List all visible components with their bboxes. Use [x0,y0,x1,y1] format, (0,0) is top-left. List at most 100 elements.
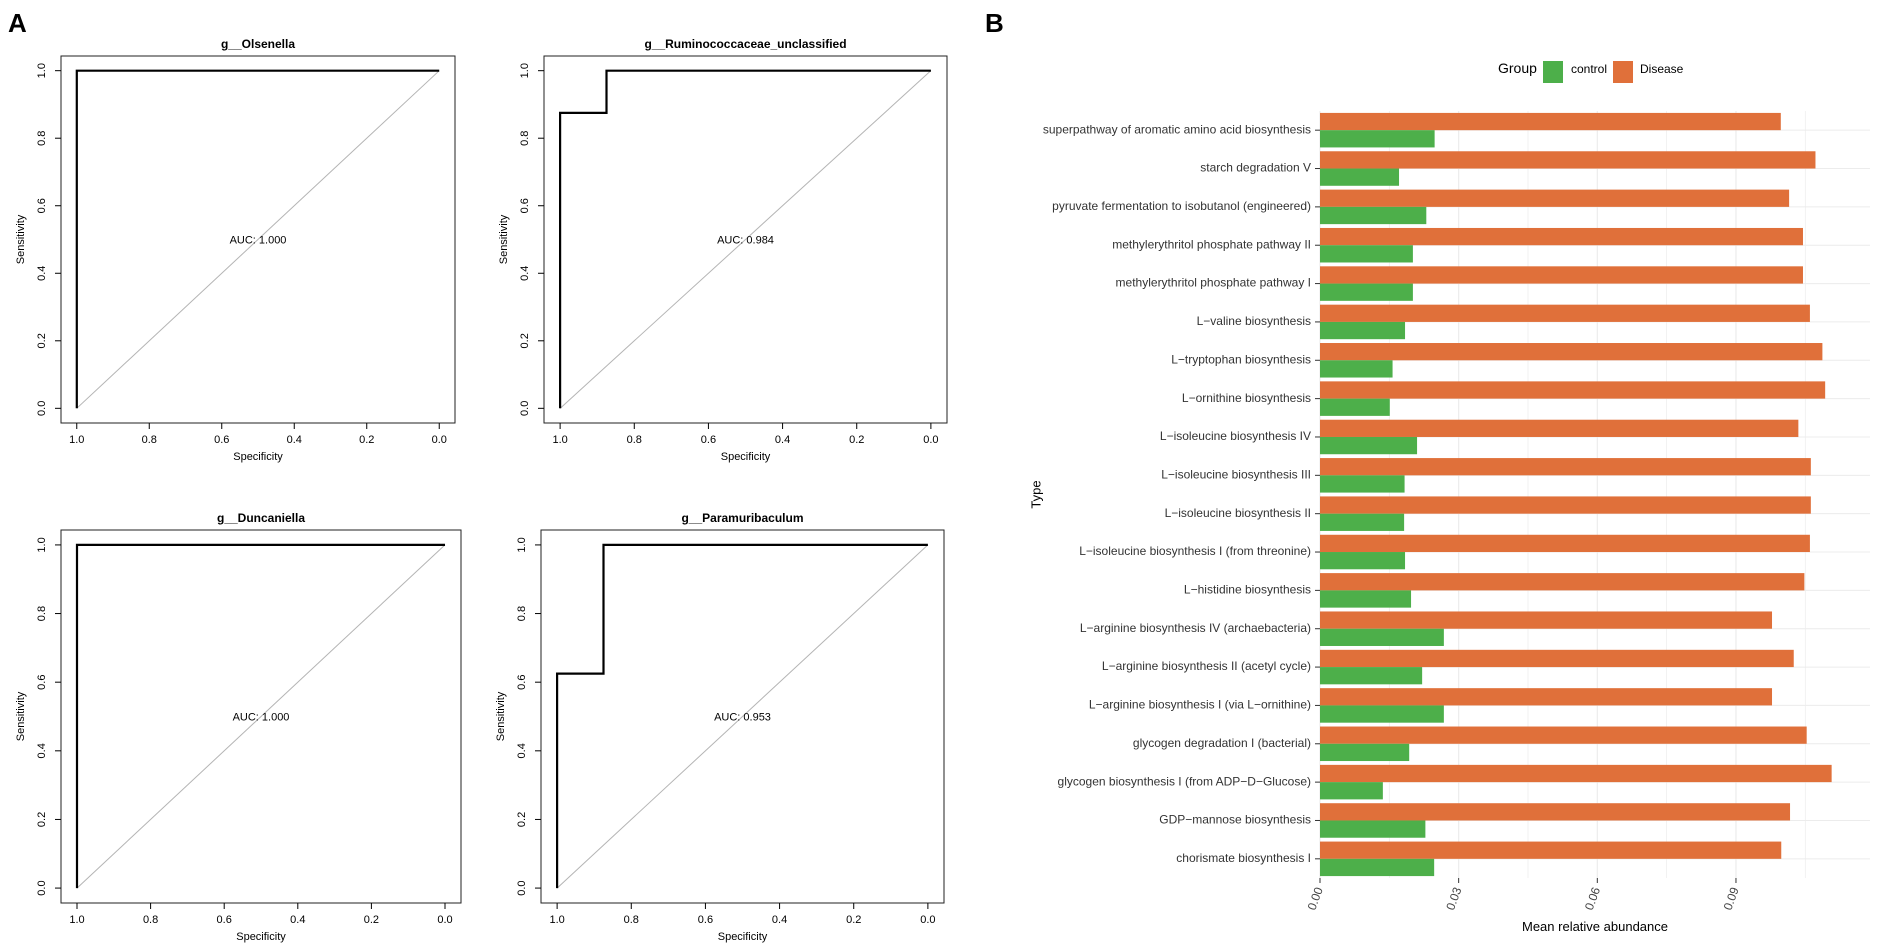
roc-curve [75,69,440,409]
category-label: GDP−mannose biosynthesis [1159,813,1311,827]
y-tick-label: 0.0 [516,880,528,895]
bar-disease [1320,304,1810,322]
category-label: methylerythritol phosphate pathway II [1112,237,1311,251]
y-tick-label: 0.2 [36,333,48,348]
y-tick-label: 0.2 [516,812,528,827]
plot-frame [540,529,945,904]
category-label: L−arginine biosynthesis II (acetyl cycle… [1102,659,1311,673]
category-label: superpathway of aromatic amino acid bios… [1043,122,1311,136]
bar-disease [1320,227,1803,246]
auc-annotation: AUC: 0.984 [717,235,774,247]
plot-frame [543,55,948,424]
x-tick-label: 0.09 [1721,885,1742,912]
auc-annotation: AUC: 1.000 [230,235,287,247]
x-tick-label: 0.0 [437,914,452,926]
category-label: L−ornithine biosynthesis [1182,391,1311,405]
chart-title: g__Olsenella [221,37,295,51]
category-label: L−arginine biosynthesis I (via L−ornithi… [1089,698,1311,712]
category-label: chorismate biosynthesis I [1176,851,1311,865]
y-axis-label: Sensitivity [15,691,27,741]
x-tick-label: 0.6 [701,434,716,446]
bar-control [1320,206,1427,225]
y-axis-label: Type [1028,480,1043,508]
y-tick-label: 0.4 [36,266,48,281]
y-tick-label: 1.0 [36,537,48,552]
bar-disease [1320,841,1782,859]
bar-disease [1320,266,1803,284]
x-tick-label: 0.03 [1443,885,1464,912]
x-tick-label: 1.0 [69,914,84,926]
y-tick-label: 1.0 [36,63,48,78]
bar-control [1320,360,1393,378]
x-tick-label: 1.0 [69,434,84,446]
reference-diagonal [76,544,446,889]
plot-background [1320,111,1870,878]
y-tick-label: 0.4 [516,743,528,758]
auc-annotation: AUC: 0.953 [714,712,771,724]
x-tick-label: 0.6 [217,914,232,926]
panel-label-a: A [8,8,27,38]
bar-control [1320,130,1435,148]
x-tick-label: 0.00 [1305,885,1326,912]
bar-disease [1320,764,1832,783]
bar-disease [1320,726,1807,744]
bar-disease [1320,112,1781,131]
y-tick-label: 0.8 [516,606,528,621]
category-label: glycogen degradation I (bacterial) [1133,736,1311,750]
category-label: L−valine biosynthesis [1197,314,1311,328]
x-tick-label: 0.4 [772,914,787,926]
y-tick-label: 1.0 [519,63,531,78]
x-axis-label: Specificity [721,451,771,463]
y-tick-label: 0.8 [36,131,48,146]
y-tick-label: 0.6 [36,675,48,690]
category-label: L−isoleucine biosynthesis II [1165,506,1311,520]
roc-curve [555,543,928,889]
y-tick-label: 0.0 [36,880,48,895]
bar-control [1320,398,1390,416]
x-tick-label: 0.2 [359,434,374,446]
x-tick-label: 0.6 [698,914,713,926]
y-tick-label: 0.2 [519,333,531,348]
x-tick-label: 1.0 [552,434,567,446]
roc-panel-group: g__Olsenella 1.0 0.8 0.6 0.4 0.2 0.0 0.0 0.2 0.4 0… [15,37,948,943]
bar-disease [1320,189,1790,207]
chart-title: g__Duncaniella [217,511,305,525]
auc-annotation: AUC: 1.000 [233,712,290,724]
x-tick-label: 0.2 [364,914,379,926]
category-label: L−isoleucine biosynthesis I (from threon… [1079,544,1311,558]
y-tick-label: 0.2 [36,812,48,827]
bar-chart-panel: superpathway of aromatic amino acid bios… [1028,60,1870,934]
x-tick-label: 0.2 [849,434,864,446]
legend-swatch-disease [1613,61,1633,83]
x-axis-label: Specificity [233,451,283,463]
y-tick-label: 0.4 [519,266,531,281]
category-label: starch degradation V [1200,161,1311,175]
roc-chart: g__Paramuribaculum 1.0 0.8 0.6 0.4 0.2 0.0 0.0 0… [495,511,945,943]
x-tick-label: 1.0 [549,914,564,926]
bar-control [1320,782,1383,800]
bar-control [1320,283,1413,301]
bar-control [1320,667,1423,685]
chart-title: g__Paramuribaculum [681,511,803,525]
x-tick-label: 0.8 [624,914,639,926]
x-tick-label: 0.0 [923,434,938,446]
reference-diagonal [76,70,440,409]
category-label: L−arginine biosynthesis IV (archaebacter… [1080,621,1311,635]
x-tick-label: 0.4 [290,914,305,926]
legend: Group control Disease [1498,60,1684,83]
bar-control [1320,743,1410,762]
x-tick-label: 0.8 [143,914,158,926]
bar-disease [1320,343,1823,361]
x-tick-label: 0.0 [920,914,935,926]
x-tick-label: 0.4 [775,434,790,446]
legend-label-control: control [1571,62,1607,76]
y-tick-label: 0.8 [519,131,531,146]
y-axis-label: Sensitivity [498,214,510,264]
category-label: L−isoleucine biosynthesis IV [1160,429,1311,443]
y-axis-label: Sensitivity [15,214,27,264]
bar-disease [1320,419,1799,437]
panel-label-b: B [985,8,1004,38]
x-axis-label: Specificity [718,931,768,943]
legend-label-disease: Disease [1640,62,1684,76]
x-tick-label: 0.8 [627,434,642,446]
